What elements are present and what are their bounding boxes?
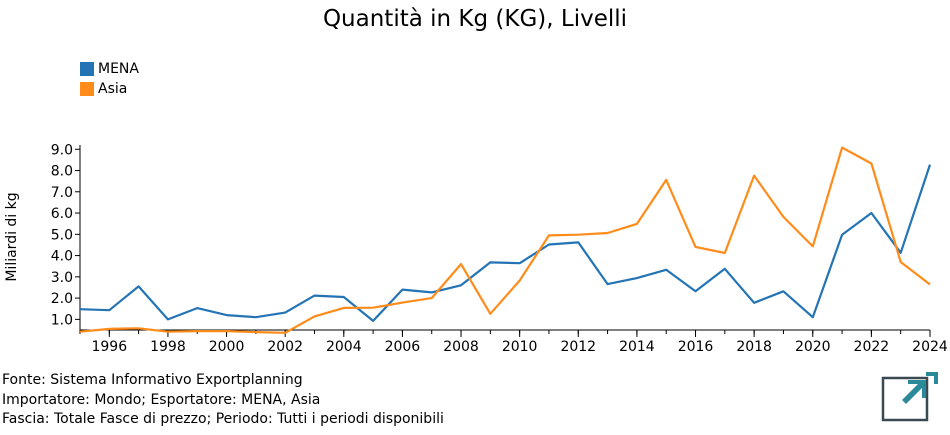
y-tick-label: 4.0 <box>51 249 73 265</box>
x-tick-label: 2020 <box>795 339 831 355</box>
x-tick-label: 2024 <box>912 339 948 355</box>
legend-label-asia: Asia <box>98 81 128 97</box>
y-tick-label: 3.0 <box>51 270 73 286</box>
y-tick-label: 7.0 <box>51 185 73 201</box>
y-tick-label: 9.0 <box>51 142 73 158</box>
legend-swatch-mena <box>80 62 94 76</box>
y-tick-label: 5.0 <box>51 227 73 243</box>
x-tick-label: 2002 <box>267 339 303 355</box>
footer: Fonte: Sistema Informativo Exportplannin… <box>2 371 444 430</box>
legend: MENA Asia <box>80 59 139 99</box>
x-tick-label: 2000 <box>209 339 245 355</box>
legend-swatch-asia <box>80 82 94 96</box>
footer-partners: Importatore: Mondo; Esportatore: MENA, A… <box>2 391 321 408</box>
footer-source: Fonte: Sistema Informativo Exportplannin… <box>2 372 303 388</box>
y-tick-label: 2.0 <box>51 291 73 307</box>
x-tick-label: 1998 <box>150 339 186 355</box>
legend-label-mena: MENA <box>98 61 139 77</box>
series-line-mena <box>79 164 932 322</box>
series-line-asia <box>79 146 931 334</box>
x-tick-label: 2004 <box>326 339 362 355</box>
y-tick-label: 8.0 <box>51 164 73 180</box>
x-tick-label: 2006 <box>385 339 421 355</box>
y-tick-label: 1.0 <box>51 312 73 328</box>
x-tick-label: 2022 <box>854 339 890 355</box>
x-tick-label: 2018 <box>736 339 772 355</box>
x-tick-label: 2008 <box>443 339 479 355</box>
legend-item-mena[interactable]: MENA <box>80 59 139 79</box>
legend-item-asia[interactable]: Asia <box>80 79 139 99</box>
x-tick-label: 2014 <box>619 339 655 355</box>
exportplanning-logo-icon <box>880 366 940 430</box>
chart-title: Quantità in Kg (KG), Livelli <box>322 6 628 32</box>
footer-range: Fascia: Totale Fasce di prezzo; Periodo:… <box>2 411 444 427</box>
x-tick-label: 2016 <box>678 339 714 355</box>
y-tick-label: 6.0 <box>51 206 73 222</box>
x-tick-label: 1996 <box>91 339 127 355</box>
x-tick-label: 2010 <box>502 339 538 355</box>
x-tick-label: 2012 <box>560 339 596 355</box>
